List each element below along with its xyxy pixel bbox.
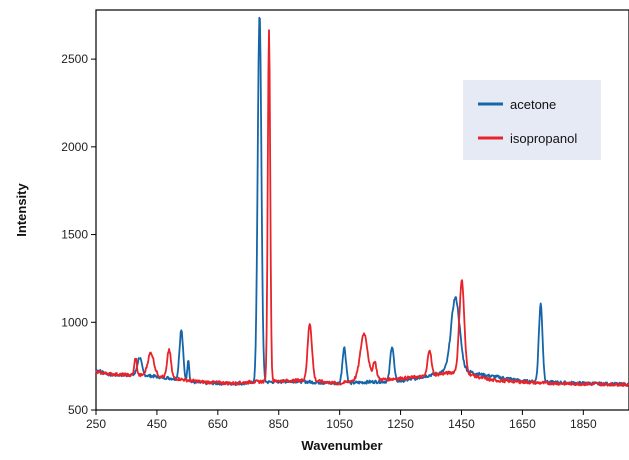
y-tick-label: 1500 [61, 228, 88, 242]
y-tick-label: 1000 [61, 315, 88, 329]
x-tick-label: 250 [86, 417, 106, 431]
y-tick-label: 500 [68, 403, 88, 417]
y-axis-title: Intensity [14, 183, 29, 237]
x-axis-ticks: 250 450 650 850 1050 1250 1450 1650 1850 [86, 410, 597, 431]
y-tick-label: 2500 [61, 52, 88, 66]
legend-box [463, 80, 601, 160]
x-tick-label: 450 [147, 417, 167, 431]
legend-label-acetone: acetone [510, 97, 556, 112]
legend-label-isopropanol: isopropanol [510, 131, 577, 146]
x-tick-label: 850 [269, 417, 289, 431]
plot-area [95, 9, 629, 411]
x-tick-label: 1650 [509, 417, 536, 431]
y-tick-label: 2000 [61, 140, 88, 154]
series-lines [95, 16, 629, 387]
x-tick-label: 1450 [448, 417, 475, 431]
x-tick-label: 650 [208, 417, 228, 431]
x-tick-label: 1050 [326, 417, 353, 431]
series-line-acetone [95, 16, 629, 387]
x-tick-label: 1250 [387, 417, 414, 431]
x-tick-label: 1850 [570, 417, 597, 431]
y-axis-ticks: 500 1000 1500 2000 2500 [61, 52, 96, 417]
legend: acetone isopropanol [463, 80, 601, 160]
series-line-isopropanol [95, 29, 629, 387]
x-axis-title: Wavenumber [301, 438, 382, 453]
